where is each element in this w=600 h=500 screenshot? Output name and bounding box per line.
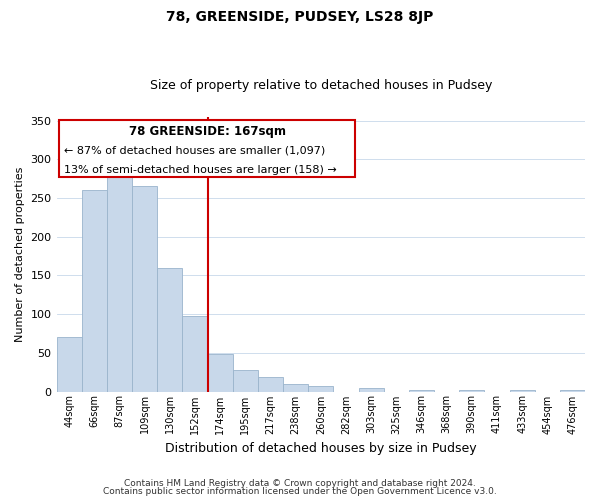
Bar <box>132 186 157 392</box>
Bar <box>56 338 82 392</box>
Text: Contains HM Land Registry data © Crown copyright and database right 2024.: Contains HM Land Registry data © Crown c… <box>124 478 476 488</box>
Bar <box>82 190 107 392</box>
Bar <box>182 316 208 392</box>
Bar <box>233 370 258 392</box>
Bar <box>359 388 383 392</box>
X-axis label: Distribution of detached houses by size in Pudsey: Distribution of detached houses by size … <box>165 442 476 455</box>
FancyBboxPatch shape <box>59 120 355 177</box>
Text: 78 GREENSIDE: 167sqm: 78 GREENSIDE: 167sqm <box>128 125 286 138</box>
Bar <box>208 354 233 392</box>
Text: Contains public sector information licensed under the Open Government Licence v3: Contains public sector information licen… <box>103 487 497 496</box>
Bar <box>560 390 585 392</box>
Bar <box>409 390 434 392</box>
Text: 78, GREENSIDE, PUDSEY, LS28 8JP: 78, GREENSIDE, PUDSEY, LS28 8JP <box>166 10 434 24</box>
Bar <box>308 386 334 392</box>
Title: Size of property relative to detached houses in Pudsey: Size of property relative to detached ho… <box>149 79 492 92</box>
Bar <box>157 268 182 392</box>
Bar <box>258 377 283 392</box>
Bar <box>459 390 484 392</box>
Bar <box>283 384 308 392</box>
Y-axis label: Number of detached properties: Number of detached properties <box>15 166 25 342</box>
Bar <box>107 163 132 392</box>
Bar <box>509 390 535 392</box>
Text: 13% of semi-detached houses are larger (158) →: 13% of semi-detached houses are larger (… <box>64 165 337 175</box>
Text: ← 87% of detached houses are smaller (1,097): ← 87% of detached houses are smaller (1,… <box>64 146 326 156</box>
